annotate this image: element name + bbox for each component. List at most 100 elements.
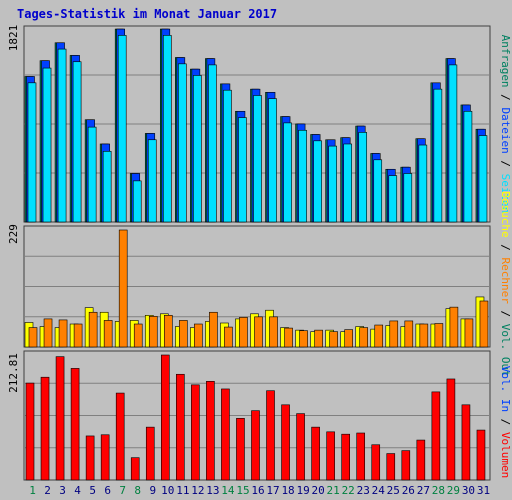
bar-rechner-day-22 (344, 329, 353, 348)
bar-rechner-day-13 (209, 311, 218, 348)
bar-seiten-day-27 (418, 144, 428, 223)
bar-rechner-day-24 (374, 324, 384, 348)
bar-rechner-day-23 (359, 327, 369, 348)
bar-rechner-day-26 (404, 320, 414, 348)
day-label-8: 8 (134, 484, 141, 497)
bar-volumen-day-14 (221, 388, 230, 481)
bar-rechner-day-6 (103, 320, 113, 348)
bar-volumen-day-4 (70, 368, 80, 481)
bar-volumen-day-23 (356, 432, 366, 481)
bar-volumen-day-19 (296, 413, 305, 481)
bar-seiten-day-21 (328, 145, 337, 223)
bar-volumen-day-27 (416, 439, 426, 481)
bar-volumen-day-30 (461, 404, 471, 481)
bar-rechner-day-30 (464, 318, 474, 348)
day-label-10: 10 (161, 484, 174, 497)
day-label-2: 2 (44, 484, 51, 497)
bar-volumen-day-12 (191, 384, 200, 481)
top-right-legend: Anfragen / Dateien / Seiten (499, 35, 512, 214)
bar-volumen-day-21 (326, 431, 335, 481)
bar-rechner-day-3 (58, 319, 68, 348)
bar-rechner-day-27 (419, 323, 429, 348)
bar-rechner-day-28 (434, 323, 444, 348)
middle-ymax-label: 229 (7, 224, 20, 244)
bar-volumen-day-15 (236, 418, 245, 481)
day-label-22: 22 (342, 484, 355, 497)
bar-rechner-day-10 (163, 315, 173, 348)
top-ymax-label: 1821 (7, 25, 20, 52)
day-label-4: 4 (74, 484, 81, 497)
day-label-1: 1 (29, 484, 36, 497)
bar-seiten-day-5 (87, 126, 97, 223)
day-label-9: 9 (149, 484, 156, 497)
bar-seiten-day-24 (373, 159, 383, 223)
legend-vol-out: Vol. Out (499, 324, 512, 377)
bar-seiten-day-2 (42, 67, 52, 223)
bottom-ymax-label: 212.81 (7, 353, 20, 393)
bar-volumen-day-25 (386, 453, 396, 481)
bar-seiten-day-8 (132, 180, 142, 223)
bar-seiten-day-26 (403, 173, 413, 223)
bar-seiten-day-25 (388, 175, 398, 223)
bar-volumen-day-2 (40, 376, 50, 481)
day-label-5: 5 (89, 484, 96, 497)
bar-volumen-day-24 (371, 444, 381, 481)
bar-volumen-day-29 (446, 378, 456, 481)
legend-besuche: Besuche (499, 191, 512, 237)
bar-volumen-day-10 (160, 354, 170, 481)
bar-volumen-day-31 (476, 429, 486, 481)
bar-rechner-day-7 (118, 229, 128, 348)
bar-rechner-day-15 (239, 317, 248, 348)
day-label-25: 25 (387, 484, 400, 497)
day-label-20: 20 (312, 484, 325, 497)
day-label-3: 3 (59, 484, 66, 497)
bar-volumen-day-3 (55, 356, 65, 481)
bottom-right-legend: Vol. In / Volumen (499, 366, 512, 479)
bar-volumen-day-22 (341, 433, 350, 481)
bar-seiten-day-12 (193, 75, 202, 223)
legend-seiten: Seiten (499, 174, 512, 214)
legend-sep: / (499, 238, 512, 258)
bar-volumen-day-20 (311, 426, 320, 481)
legend-vol-in: Vol. In (499, 366, 512, 412)
legend-rechner: Rechner (499, 258, 512, 305)
bar-seiten-day-16 (253, 95, 262, 223)
bar-rechner-day-17 (269, 316, 278, 348)
bar-rechner-day-14 (224, 326, 233, 348)
legend-sep: / (499, 154, 512, 174)
bar-rechner-day-5 (88, 311, 98, 348)
day-label-27: 27 (417, 484, 430, 497)
bar-volumen-day-18 (281, 404, 290, 481)
bar-rechner-day-11 (179, 320, 188, 348)
legend-sep: / (499, 412, 512, 432)
bar-rechner-day-1 (28, 327, 38, 348)
bar-seiten-day-17 (268, 98, 277, 223)
middle-right-legend: Besuche / Rechner / Vol. Out (499, 191, 512, 376)
bar-rechner-day-18 (284, 327, 293, 348)
bar-rechner-day-4 (73, 323, 83, 348)
bar-rechner-day-12 (194, 323, 203, 348)
legend-volumen: Volumen (499, 432, 512, 478)
day-label-29: 29 (447, 484, 460, 497)
bar-seiten-day-4 (72, 61, 82, 223)
bar-seiten-day-14 (223, 89, 232, 223)
bar-seiten-day-23 (358, 132, 368, 223)
bar-volumen-day-17 (266, 390, 275, 481)
bar-rechner-day-20 (314, 329, 323, 348)
bar-rechner-day-31 (479, 300, 489, 348)
bar-rechner-day-21 (329, 331, 338, 348)
day-label-14: 14 (221, 484, 235, 497)
bar-rechner-day-19 (299, 330, 308, 348)
bar-rechner-day-9 (148, 316, 158, 348)
bar-rechner-day-2 (43, 318, 53, 348)
bar-seiten-day-30 (463, 110, 473, 223)
bar-volumen-day-13 (206, 381, 215, 481)
chart-title: Tages-Statistik im Monat Januar 2017 (17, 7, 278, 21)
day-label-18: 18 (281, 484, 294, 497)
legend-dateien: Dateien (499, 107, 512, 153)
day-label-23: 23 (357, 484, 370, 497)
day-label-13: 13 (206, 484, 219, 497)
day-label-15: 15 (236, 484, 249, 497)
